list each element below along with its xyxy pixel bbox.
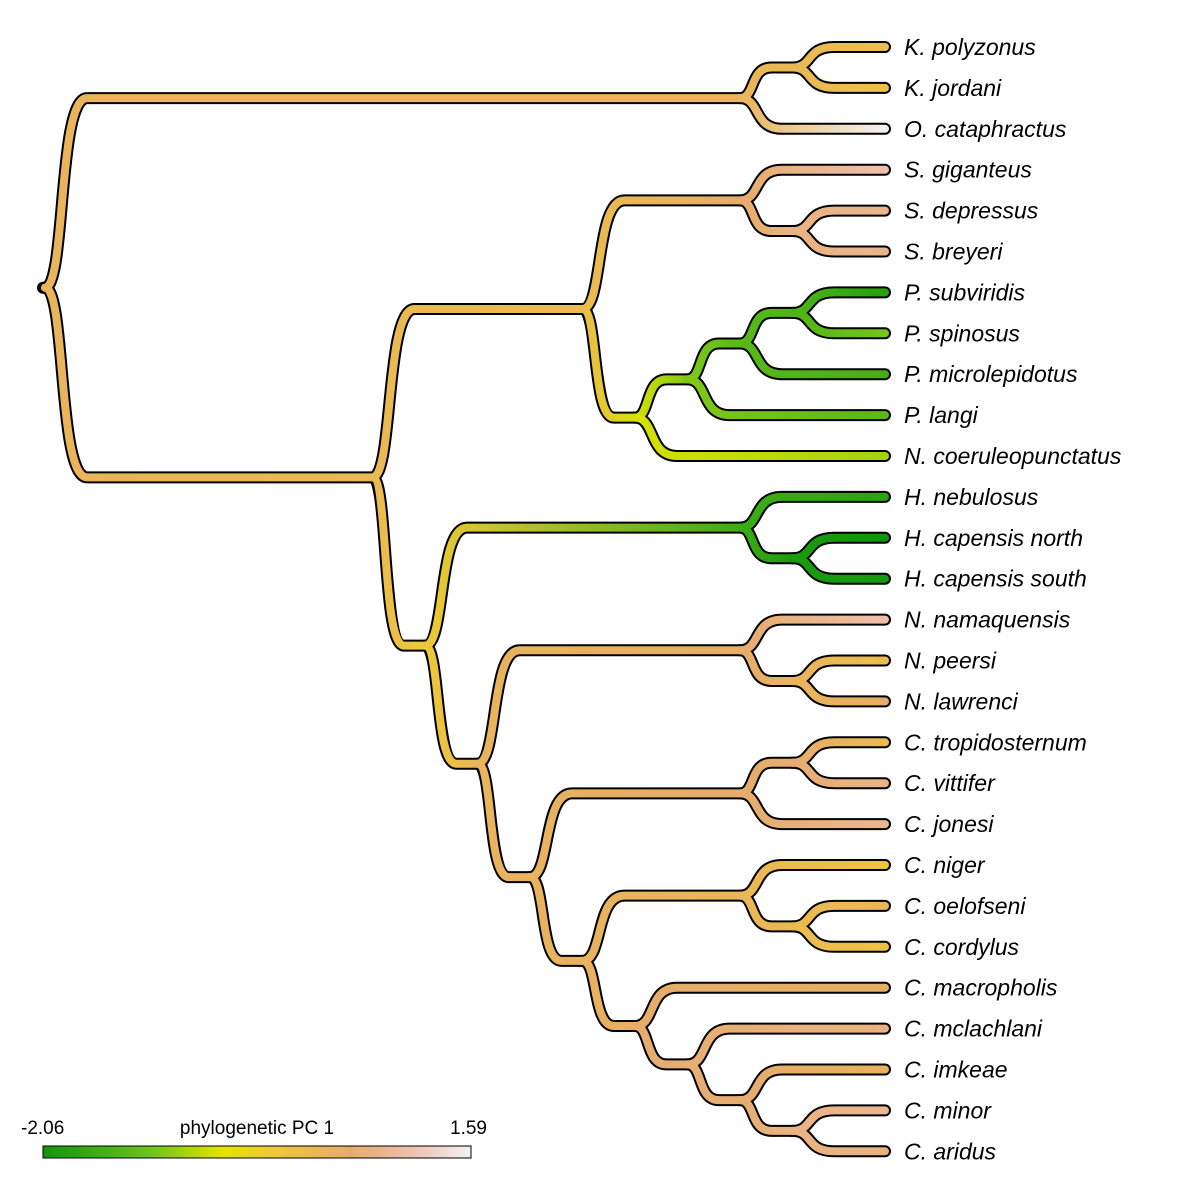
tip-label: N. coeruleopunctatus	[904, 443, 1122, 469]
branch	[683, 375, 889, 420]
tip-label: C. mclachlani	[904, 1016, 1043, 1042]
tip-label: C. oelofseni	[904, 893, 1026, 919]
branch	[736, 646, 797, 685]
branch-outline	[629, 981, 891, 1033]
branch	[788, 656, 889, 685]
tip-label: C. aridus	[904, 1138, 997, 1164]
branch	[578, 891, 744, 965]
tip-label: H. nebulosus	[904, 484, 1039, 510]
tip-label: C. jonesi	[904, 811, 994, 837]
tip-label: C. macropholis	[904, 975, 1058, 1001]
branch	[578, 196, 744, 314]
branch	[368, 305, 587, 482]
tip-label: K. jordani	[904, 75, 1002, 101]
tip-label: K. polyzonus	[904, 34, 1036, 60]
branch	[788, 554, 889, 583]
tip-label: H. capensis south	[904, 566, 1087, 592]
branch	[736, 789, 889, 829]
branch	[788, 901, 889, 931]
tree-branches	[41, 43, 889, 1156]
branch	[788, 1106, 889, 1135]
legend-max-label: 1.59	[450, 1118, 487, 1139]
branch	[526, 789, 744, 882]
branch	[473, 646, 744, 768]
tip-label: P. spinosus	[904, 320, 1020, 346]
branch	[788, 533, 889, 563]
branch-outline	[471, 644, 746, 770]
tip-label: C. tropidosternum	[904, 729, 1087, 755]
branch	[368, 473, 429, 650]
tip-label: N. lawrenci	[904, 688, 1019, 714]
branch	[578, 305, 639, 422]
branch	[736, 339, 889, 379]
branch	[421, 523, 744, 650]
legend-color-bar	[42, 1145, 472, 1159]
branch	[578, 956, 639, 1031]
branch-outline	[629, 411, 891, 462]
tip-label: C. niger	[904, 852, 986, 878]
branch	[788, 738, 889, 767]
tip-label: P. subviridis	[904, 279, 1026, 305]
tip-label: N. peersi	[904, 648, 997, 674]
branch	[41, 94, 744, 292]
branch	[736, 1096, 797, 1135]
branch	[788, 63, 889, 92]
legend-title: phylogenetic PC 1	[180, 1118, 334, 1139]
branch	[788, 758, 889, 788]
branch	[788, 227, 889, 256]
tip-label: P. langi	[904, 402, 979, 428]
tip-label: C. vittifer	[904, 770, 996, 796]
branch	[421, 641, 482, 768]
branch	[736, 94, 889, 133]
tip-label: N. namaquensis	[904, 607, 1071, 633]
branch	[736, 196, 797, 236]
branch-outline	[39, 281, 379, 484]
branch	[736, 891, 797, 931]
tip-label: H. capensis north	[904, 525, 1083, 551]
tip-label: C. cordylus	[904, 934, 1020, 960]
branch-outline	[419, 521, 746, 652]
branch	[788, 922, 889, 951]
branch	[683, 1060, 744, 1105]
branch	[788, 206, 889, 236]
branch	[631, 1022, 692, 1069]
branch-outline	[524, 787, 746, 884]
branch	[473, 759, 534, 882]
color-legend: -2.06 phylogenetic PC 1 1.59	[21, 1118, 487, 1159]
tip-label: C. minor	[904, 1097, 992, 1123]
branch	[788, 288, 889, 317]
tip-label: S. depressus	[904, 198, 1039, 224]
tip-label: S. giganteus	[904, 157, 1032, 183]
tip-label: C. imkeae	[904, 1057, 1008, 1083]
branch	[631, 413, 889, 460]
branch	[41, 283, 377, 482]
branch	[788, 308, 889, 338]
branch	[788, 676, 889, 706]
tip-label: P. microlepidotus	[904, 361, 1078, 387]
branch	[788, 1126, 889, 1156]
branch-outline	[366, 303, 589, 484]
tip-labels: K. polyzonus K. jordani O. cataphractus S. …	[904, 34, 1122, 1164]
legend-min-label: -2.06	[21, 1118, 64, 1139]
branch	[526, 873, 587, 965]
branch	[788, 43, 889, 72]
branch	[736, 523, 797, 563]
tip-label: S. breyeri	[904, 239, 1003, 265]
branch-outline	[39, 92, 746, 294]
tip-label: O. cataphractus	[904, 116, 1067, 142]
